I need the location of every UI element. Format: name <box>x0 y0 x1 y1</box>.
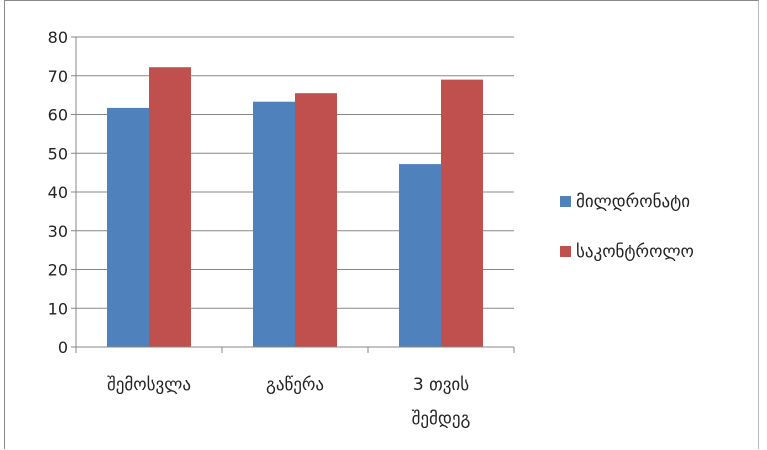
legend-label: მილდრონატი <box>576 192 690 212</box>
legend-item-series1: მილდრონატი <box>560 192 690 212</box>
bar-series2-1 <box>295 93 337 347</box>
bar-series1-1 <box>253 101 295 348</box>
legend-swatch <box>560 196 571 207</box>
y-tick-label: 50 <box>48 144 68 163</box>
bar-series2-0 <box>149 67 191 347</box>
x-category-label: გაწერა <box>266 375 324 395</box>
y-tick-label: 0 <box>58 338 68 357</box>
y-tick-label: 10 <box>48 299 68 318</box>
legend: მილდრონატი საკონტროლო <box>560 192 694 262</box>
x-category-label: 3 თვის <box>413 375 469 395</box>
bar-series2-2 <box>441 79 483 347</box>
bar-series1-0 <box>107 107 149 347</box>
bar-series1-2 <box>399 164 441 347</box>
legend-label: საკონტროლო <box>576 242 694 262</box>
legend-item-series2: საკონტროლო <box>560 242 694 262</box>
x-axis: შემოსვლა გაწერა 3 თვის შემდეგ <box>75 346 515 429</box>
y-tick-label: 20 <box>48 261 68 280</box>
x-category-label: შემდეგ <box>412 409 471 429</box>
y-tick-label: 70 <box>48 67 68 86</box>
bars <box>107 67 483 348</box>
y-tick-label: 80 <box>48 28 68 47</box>
legend-swatch <box>560 246 571 257</box>
y-axis: 0 10 20 30 40 50 60 70 80 <box>48 28 77 357</box>
y-tick-label: 60 <box>48 106 68 125</box>
y-tick-label: 40 <box>48 183 68 202</box>
y-tick-label: 30 <box>48 222 68 241</box>
x-category-label: შემოსვლა <box>107 375 191 395</box>
